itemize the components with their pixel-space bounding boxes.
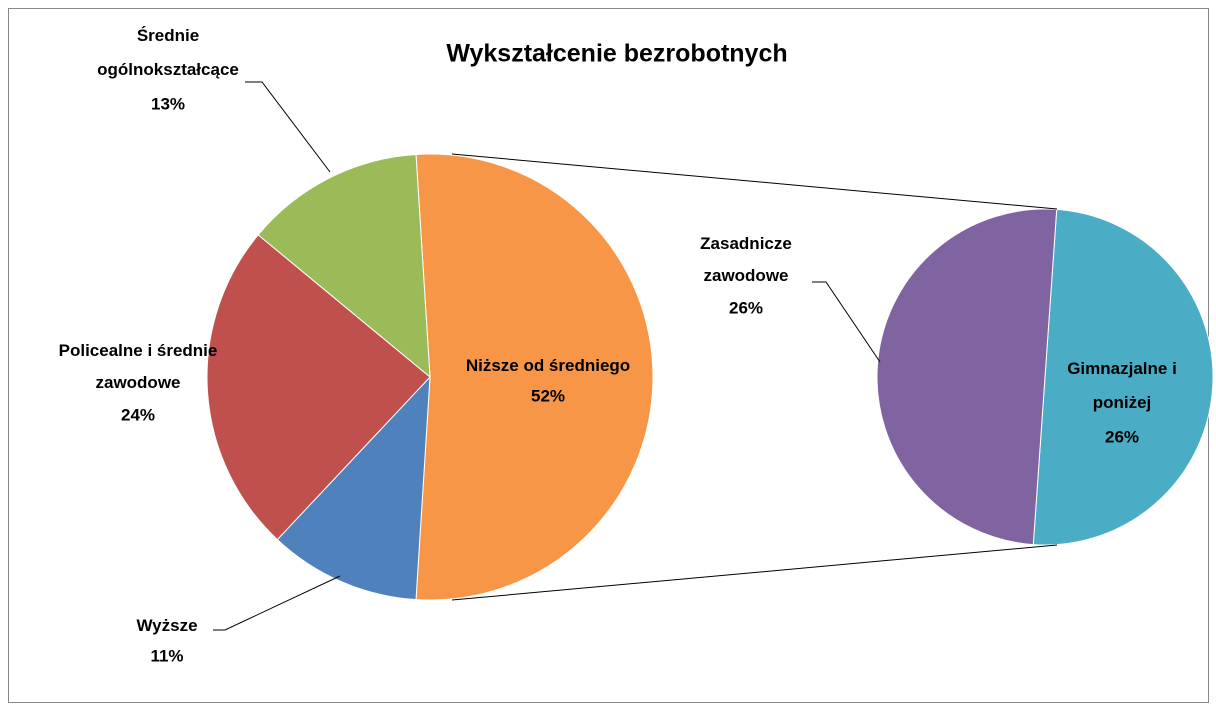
leader-line bbox=[812, 281, 881, 363]
slice-label: Zasadnicze zawodowe bbox=[700, 234, 792, 285]
slice-label-line: Policealne i średnie bbox=[59, 341, 218, 360]
slice-label-line: Zasadnicze bbox=[700, 234, 792, 253]
slice-label-line: ogólnokształcące bbox=[97, 60, 239, 79]
slice-label: Niższe od średniego bbox=[466, 356, 630, 375]
slice-label-line: Wyższe bbox=[136, 616, 197, 635]
slice-value-label: 26% bbox=[729, 298, 763, 317]
leader-line bbox=[213, 575, 341, 631]
slice-label-line: zawodowe bbox=[95, 373, 180, 392]
pie-slice bbox=[276, 375, 431, 601]
slice-value-label: 11% bbox=[150, 646, 183, 665]
pie-slice bbox=[415, 153, 654, 601]
slice-label-line: zawodowe bbox=[703, 266, 788, 285]
connector-line bbox=[451, 544, 1058, 601]
slice-label: Wyższe bbox=[136, 616, 197, 635]
slice-label: Średnie ogólnokształcące bbox=[97, 26, 239, 79]
pie-slice bbox=[206, 234, 431, 541]
slice-label-line: Gimnazjalne i bbox=[1067, 359, 1177, 378]
slice-label-line: poniżej bbox=[1093, 393, 1152, 412]
slice-label-line: Średnie bbox=[137, 26, 199, 45]
slice-value-label: 52% bbox=[531, 386, 565, 405]
leader-line bbox=[245, 81, 331, 173]
slice-label: Policealne i średnie zawodowe bbox=[59, 341, 218, 392]
slice-label: Gimnazjalne i poniżej bbox=[1067, 359, 1177, 412]
slice-label-line: Niższe od średniego bbox=[466, 356, 630, 375]
chart-title: Wykształcenie bezrobotnych bbox=[446, 40, 787, 68]
pie-slice bbox=[257, 153, 431, 379]
pie-slice bbox=[1032, 208, 1214, 546]
connector-line bbox=[451, 153, 1058, 210]
slice-value-label: 26% bbox=[1105, 427, 1139, 446]
slice-value-label: 13% bbox=[151, 94, 185, 113]
pie-slice bbox=[876, 208, 1058, 546]
slice-value-label: 24% bbox=[121, 405, 155, 424]
